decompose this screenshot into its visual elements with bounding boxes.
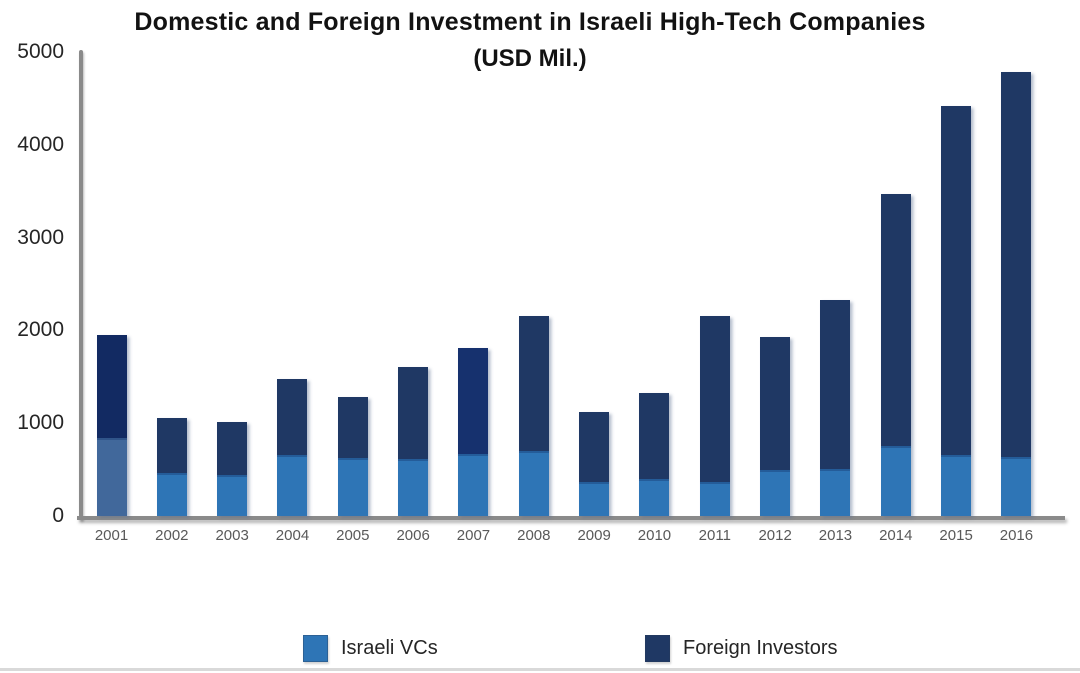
bar-2001 [96, 335, 127, 516]
bar-2009-foreign-investors [579, 412, 610, 482]
x-axis-label-2016: 2016 [999, 527, 1034, 544]
bar-2001-foreign-investors [96, 335, 127, 439]
x-axis-label-2010: 2010 [637, 527, 672, 544]
legend-label-israeli-vcs: Israeli VCs [341, 636, 438, 659]
y-axis-label-0: 0 [52, 504, 64, 527]
x-axis-label-2006: 2006 [396, 527, 430, 544]
x-axis-label-2014: 2014 [879, 527, 913, 544]
bar-2004-foreign-investors [277, 378, 308, 455]
bar-2007-foreign-investors [458, 348, 489, 454]
x-axis-label-2007: 2007 [456, 527, 491, 544]
legend-item-foreign-investors: Foreign Investors [645, 633, 838, 663]
y-axis-label-1000: 1000 [17, 411, 64, 435]
bar-2016-israeli-vcs [1001, 456, 1032, 516]
bar-2002 [156, 417, 187, 516]
bar-2001-israeli-vcs [96, 438, 127, 516]
bar-2012 [760, 336, 791, 516]
bar-2003-foreign-investors [217, 422, 248, 476]
bar-2009 [579, 412, 610, 516]
bar-2012-israeli-vcs [760, 469, 791, 516]
bar-2003-israeli-vcs [217, 475, 248, 516]
bar-2006-foreign-investors [398, 366, 429, 460]
bar-2002-israeli-vcs [156, 473, 187, 516]
chart-title-line2: (USD Mil.) [473, 45, 587, 72]
chart-title-line1: Domestic and Foreign Investment in Israe… [134, 8, 926, 36]
bar-2008-israeli-vcs [518, 451, 549, 516]
y-axis-label-5000: 5000 [17, 40, 64, 63]
bar-2005 [337, 397, 368, 516]
y-axis-label-2000: 2000 [17, 318, 64, 342]
x-axis-label-2002: 2002 [155, 527, 189, 544]
bar-2005-israeli-vcs [337, 457, 368, 516]
bar-2014-foreign-investors [880, 193, 911, 447]
legend-item-israeli-vcs: Israeli VCs [303, 633, 438, 663]
bar-2004-israeli-vcs [277, 454, 308, 516]
bar-2011 [699, 316, 730, 516]
bar-2009-israeli-vcs [579, 481, 610, 516]
bar-2007-israeli-vcs [458, 453, 489, 516]
bar-2015 [941, 105, 972, 516]
x-axis-line [77, 516, 1065, 520]
bar-2002-foreign-investors [156, 417, 187, 474]
bar-2008-foreign-investors [518, 316, 549, 452]
bar-2004 [277, 378, 308, 516]
legend-swatch-foreign-investors [645, 634, 670, 662]
bottom-divider [0, 668, 1080, 671]
bar-2011-foreign-investors [699, 316, 730, 482]
y-axis-label-4000: 4000 [17, 132, 64, 156]
bar-2015-foreign-investors [941, 105, 972, 455]
x-axis-label-2011: 2011 [698, 527, 731, 544]
x-axis-label-2015: 2015 [939, 527, 973, 544]
y-axis-line [79, 50, 83, 520]
bar-2010 [639, 392, 670, 516]
bar-2007 [458, 348, 489, 516]
bar-2016-foreign-investors [1001, 72, 1032, 457]
y-axis-label-3000: 3000 [17, 225, 64, 249]
bar-2015-israeli-vcs [941, 454, 972, 516]
chart-title: Domestic and Foreign Investment in Israe… [0, 7, 1060, 73]
bar-2008 [518, 316, 549, 516]
bar-2014 [880, 193, 911, 516]
x-axis-label-2013: 2013 [818, 527, 853, 544]
bar-2005-foreign-investors [337, 397, 368, 458]
bar-2011-israeli-vcs [699, 481, 730, 516]
x-axis-label-2003: 2003 [215, 527, 249, 544]
bar-2010-israeli-vcs [639, 478, 670, 516]
legend-label-foreign-investors: Foreign Investors [683, 636, 838, 659]
x-axis-label-2012: 2012 [758, 527, 792, 544]
x-axis-label-2004: 2004 [275, 527, 310, 544]
bar-2013-israeli-vcs [820, 468, 851, 516]
x-axis-label-2008: 2008 [517, 527, 551, 544]
bar-2013 [820, 299, 851, 516]
bar-2012-foreign-investors [760, 336, 791, 470]
bar-2010-foreign-investors [639, 392, 670, 479]
bar-2014-israeli-vcs [880, 446, 911, 516]
legend-swatch-israeli-vcs [303, 634, 328, 662]
bar-2006 [398, 366, 429, 516]
x-axis-label-2009: 2009 [577, 527, 611, 544]
bar-2016 [1001, 72, 1032, 516]
bar-2006-israeli-vcs [398, 459, 429, 516]
x-axis-label-2001: 2001 [94, 527, 129, 544]
x-axis-label-2005: 2005 [336, 527, 370, 544]
bar-2003 [217, 422, 248, 516]
bar-2013-foreign-investors [820, 299, 851, 469]
